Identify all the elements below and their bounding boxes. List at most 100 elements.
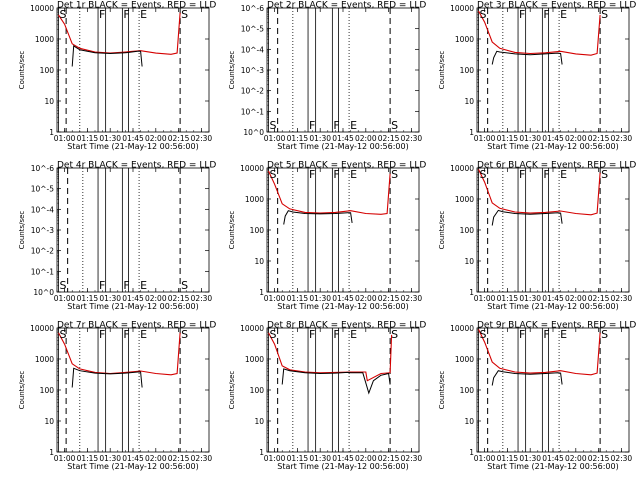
x-tick-label: 02:00 xyxy=(565,454,587,463)
x-tick-label: 01:30 xyxy=(99,454,121,463)
panel-title: Det 8r BLACK = Events, RED = LLD xyxy=(267,321,426,331)
x-tick-label: 02:00 xyxy=(145,134,167,143)
panel-title: Det 5r BLACK = Events, RED = LLD xyxy=(267,161,426,171)
lld-rate-line xyxy=(58,12,181,55)
marker-label: F xyxy=(333,168,339,181)
marker-label: F xyxy=(123,279,129,292)
y-axis-label: Counts/sec xyxy=(228,211,236,250)
y-tick-label: 10^-3 xyxy=(241,66,265,75)
y-tick-label: 1000 xyxy=(455,35,474,44)
events-rate-line xyxy=(281,368,391,395)
y-axis-label: Counts/sec xyxy=(228,371,236,410)
marker-label: S xyxy=(480,328,487,341)
y-tick-label: 10^-3 xyxy=(31,226,55,235)
x-tick-label: 02:00 xyxy=(355,134,377,143)
marker-label: E xyxy=(140,8,147,21)
y-tick-label: 1 xyxy=(259,448,264,457)
marker-label: E xyxy=(560,8,567,21)
y-tick-label: 10 xyxy=(464,417,474,426)
y-tick-label: 10000 xyxy=(240,324,264,333)
x-tick-label: 02:30 xyxy=(401,294,423,303)
x-tick-label: 01:00 xyxy=(264,294,286,303)
y-tick-label: 10^-6 xyxy=(31,164,55,173)
plot-area xyxy=(268,168,391,292)
y-axis-label: Counts/sec xyxy=(438,371,446,410)
x-tick-label: 02:00 xyxy=(565,134,587,143)
plot-area xyxy=(478,328,601,452)
panel-title: Det 7r BLACK = Events, RED = LLD xyxy=(57,321,216,331)
marker-label: F xyxy=(543,8,549,21)
y-tick-label: 10000 xyxy=(450,4,474,13)
y-axis-label: Counts/sec xyxy=(228,51,236,90)
plot-frame xyxy=(476,167,630,293)
panel-title: Det 2r BLACK = Events, RED = LLD xyxy=(267,1,426,11)
marker-label: S xyxy=(270,119,277,132)
marker-label: E xyxy=(140,328,147,341)
x-tick-label: 02:30 xyxy=(191,134,213,143)
x-tick-label: 01:00 xyxy=(474,294,496,303)
x-axis-label: Start Time (21-May-12 00:56:00) xyxy=(487,142,618,151)
x-axis-label: Start Time (21-May-12 00:56:00) xyxy=(487,462,618,471)
y-tick-label: 100 xyxy=(250,386,265,395)
x-tick-label: 01:30 xyxy=(309,294,331,303)
plot-area xyxy=(58,168,181,292)
marker-label: S xyxy=(181,8,188,21)
x-tick-label: 01:00 xyxy=(474,134,496,143)
marker-label: F xyxy=(309,328,315,341)
x-tick-label: 02:30 xyxy=(191,454,213,463)
events-rate-line xyxy=(491,370,563,386)
y-tick-label: 10^-5 xyxy=(241,25,265,34)
y-tick-label: 10^-4 xyxy=(31,205,55,214)
marker-label: F xyxy=(543,168,549,181)
x-tick-label: 01:30 xyxy=(519,294,541,303)
marker-label: S xyxy=(181,279,188,292)
x-tick-label: 01:15 xyxy=(497,134,519,143)
x-tick-label: 02:15 xyxy=(168,454,190,463)
plot-frame xyxy=(476,7,630,133)
x-tick-label: 02:15 xyxy=(378,134,400,143)
marker-label: E xyxy=(140,279,147,292)
marker-label: S xyxy=(60,8,67,21)
y-tick-label: 100 xyxy=(40,386,55,395)
y-axis-label: Counts/sec xyxy=(18,51,26,90)
panel-title: Det 9r BLACK = Events, RED = LLD xyxy=(477,321,636,331)
y-tick-label: 10^-1 xyxy=(241,107,265,116)
x-tick-label: 02:30 xyxy=(401,454,423,463)
x-tick-label: 01:00 xyxy=(264,134,286,143)
x-axis-label: Start Time (21-May-12 00:56:00) xyxy=(487,302,618,311)
x-tick-label: 02:15 xyxy=(588,294,610,303)
x-tick-label: 01:30 xyxy=(519,134,541,143)
marker-label: F xyxy=(543,328,549,341)
marker-label: F xyxy=(519,328,525,341)
marker-label: F xyxy=(333,328,339,341)
x-tick-label: 01:45 xyxy=(542,294,564,303)
marker-label: F xyxy=(123,328,129,341)
marker-label: S xyxy=(270,168,277,181)
marker-label: E xyxy=(350,119,357,132)
plot-area xyxy=(268,8,391,132)
marker-label: E xyxy=(560,168,567,181)
marker-label: F xyxy=(309,119,315,132)
events-rate-line xyxy=(491,50,563,65)
marker-label: F xyxy=(99,8,105,21)
y-tick-label: 1 xyxy=(469,448,474,457)
y-tick-label: 10 xyxy=(44,97,54,106)
y-tick-label: 100 xyxy=(250,226,265,235)
x-tick-label: 01:15 xyxy=(77,294,99,303)
events-rate-line xyxy=(71,367,143,388)
y-tick-label: 10000 xyxy=(450,164,474,173)
plot-area xyxy=(58,328,181,452)
x-tick-label: 01:45 xyxy=(542,134,564,143)
x-tick-label: 02:30 xyxy=(611,134,633,143)
x-tick-label: 01:45 xyxy=(332,454,354,463)
plot-area xyxy=(58,8,181,132)
x-axis-label: Start Time (21-May-12 00:56:00) xyxy=(67,462,198,471)
marker-label: S xyxy=(391,119,398,132)
y-tick-label: 10^-1 xyxy=(31,267,55,276)
panel-title: Det 3r BLACK = Events, RED = LLD xyxy=(477,1,636,11)
